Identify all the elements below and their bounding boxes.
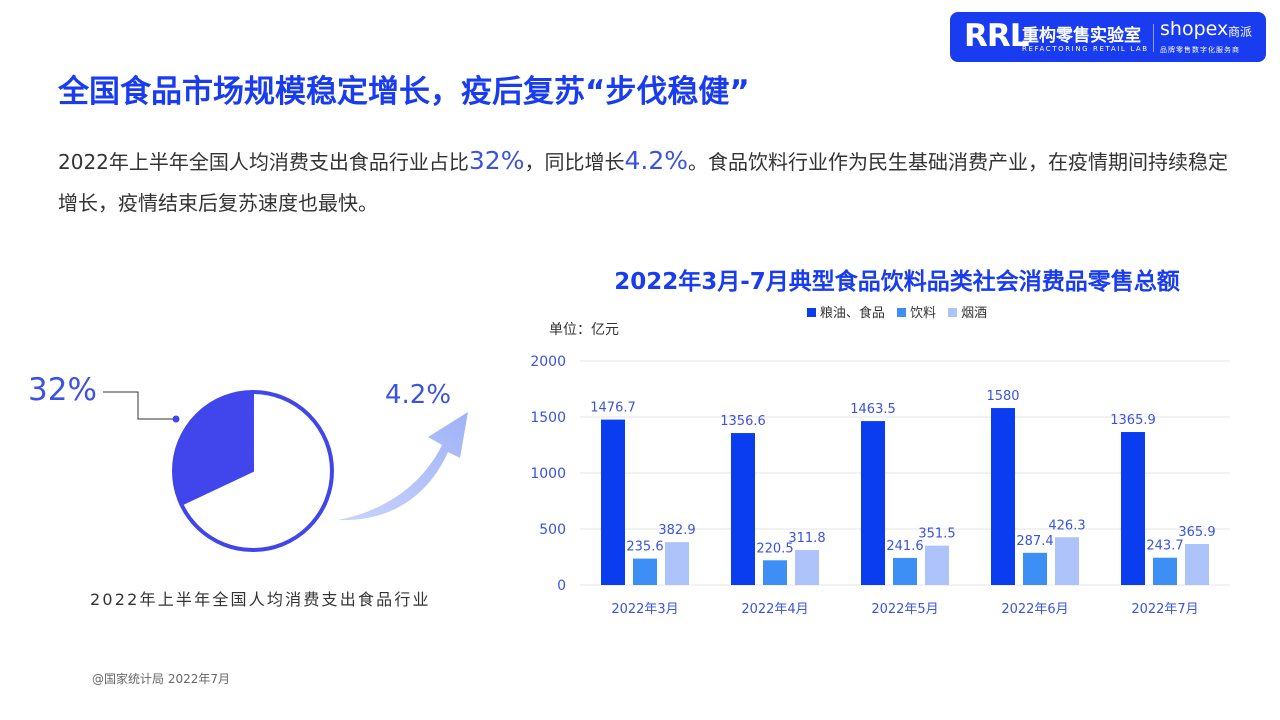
data-label-s1-c2: 241.6 — [886, 539, 923, 554]
legend-swatch-tobacco-alcohol — [948, 308, 958, 317]
logo-partner-cn: 商派 — [1228, 25, 1253, 39]
data-label-s0-c2: 1463.5 — [850, 402, 896, 417]
legend-item-grain: 粮油、食品 — [806, 302, 885, 321]
data-label-s0-c4: 1365.9 — [1110, 413, 1156, 428]
description-share: 32% — [468, 146, 525, 175]
bar-s2-c1 — [795, 550, 819, 585]
x-tick-label-3: 2022年6月 — [1001, 602, 1068, 617]
bar-s2-c2 — [925, 545, 949, 585]
chart-legend: 粮油、食品 饮料 烟酒 — [540, 302, 1254, 321]
data-label-s1-c1: 220.5 — [756, 541, 793, 556]
bar-s0-c4 — [1121, 432, 1145, 585]
legend-label-beverage: 饮料 — [909, 306, 936, 321]
data-label-s0-c3: 1580 — [986, 389, 1019, 404]
description-growth: 4.2% — [624, 146, 688, 175]
data-label-s1-c3: 287.4 — [1016, 534, 1053, 549]
x-tick-label-0: 2022年3月 — [611, 602, 678, 617]
y-tick-label-3: 1500 — [530, 410, 566, 426]
bar-s2-c3 — [1055, 537, 1079, 585]
data-label-s2-c0: 382.9 — [658, 523, 695, 538]
description-part2: ，同比增长 — [524, 150, 625, 174]
y-tick-label-0: 0 — [557, 578, 566, 594]
pie-leader-line — [103, 391, 180, 423]
logo-partner-tag: 品牌零售数字化服务商 — [1160, 46, 1240, 54]
bar-s0-c0 — [601, 419, 625, 585]
bar-s1-c0 — [633, 558, 657, 585]
data-label-s0-c0: 1476.7 — [590, 401, 636, 416]
bar-s1-c4 — [1153, 557, 1177, 585]
data-label-s0-c1: 1356.6 — [720, 414, 766, 429]
page-title: 全国食品市场规模稳定增长，疫后复苏“步伐稳健” — [58, 74, 750, 110]
bar-s0-c3 — [991, 408, 1015, 585]
data-label-s1-c4: 243.7 — [1146, 539, 1183, 554]
x-tick-label-2: 2022年5月 — [871, 602, 938, 617]
bar-s2-c0 — [665, 542, 689, 585]
bar-s0-c2 — [861, 421, 885, 585]
data-label-s2-c3: 426.3 — [1048, 518, 1085, 533]
data-label-s2-c2: 351.5 — [918, 527, 955, 542]
legend-swatch-grain — [806, 308, 816, 317]
logo-name-cn: 重构零售实验室 — [1022, 26, 1141, 46]
y-tick-label-1: 500 — [539, 522, 566, 538]
legend-label-grain: 粮油、食品 — [819, 306, 885, 321]
logo-partner: shopex — [1160, 18, 1229, 40]
logo-name-en: REFACTORING RETAIL LAB — [1022, 45, 1149, 53]
chart-title: 2022年3月-7月典型食品饮料品类社会消费品零售总额 — [614, 269, 1180, 295]
bar-s0-c1 — [731, 433, 755, 585]
logo-rrl-text: RRL — [964, 18, 1029, 54]
y-tick-label-2: 1000 — [530, 466, 566, 482]
bar-s1-c2 — [893, 557, 917, 585]
x-tick-label-4: 2022年7月 — [1131, 602, 1198, 617]
pie-chart — [172, 390, 334, 552]
bar-s1-c1 — [763, 560, 787, 585]
bar-chart: 0 500 1000 1500 2000 1476.7 235.6 382.9 2022年3月 1… — [530, 354, 1230, 617]
description-part1: 2022年上半年全国人均消费支出食品行业占比 — [58, 150, 469, 174]
data-label-s1-c0: 235.6 — [626, 540, 663, 555]
source-note: @国家统计局 2022年7月 — [92, 672, 230, 686]
brand-logo: RRL 重构零售实验室 REFACTORING RETAIL LAB shope… — [950, 12, 1266, 62]
logo-divider — [1153, 24, 1154, 52]
data-label-s2-c1: 311.8 — [788, 531, 825, 546]
legend-swatch-beverage — [896, 308, 906, 317]
x-tick-label-1: 2022年4月 — [741, 602, 808, 617]
bar-s1-c3 — [1023, 552, 1047, 585]
description-part3: 。食品饮料行业作为民生基础消费产业，在疫情期间持续稳定增长，疫情结束后复苏速度也… — [58, 150, 1228, 215]
description-text: 2022年上半年全国人均消费支出食品行业占比32%，同比增长4.2%。食品饮料行… — [58, 140, 1228, 224]
legend-item-beverage: 饮料 — [896, 302, 936, 321]
data-label-s2-c4: 365.9 — [1178, 525, 1215, 540]
pie-percent-label: 32% — [28, 372, 97, 408]
pie-caption: 2022年上半年全国人均消费支出食品行业 — [90, 590, 431, 609]
growth-arrow-icon — [338, 412, 468, 521]
legend-item-tobacco-alcohol: 烟酒 — [948, 302, 987, 321]
unit-label: 单位：亿元 — [549, 322, 619, 338]
growth-percent-label: 4.2% — [385, 380, 452, 410]
bar-s2-c4 — [1185, 544, 1209, 585]
pie-slice-food — [173, 390, 254, 506]
legend-label-tobacco-alcohol: 烟酒 — [961, 306, 988, 321]
y-tick-label-4: 2000 — [530, 354, 566, 370]
